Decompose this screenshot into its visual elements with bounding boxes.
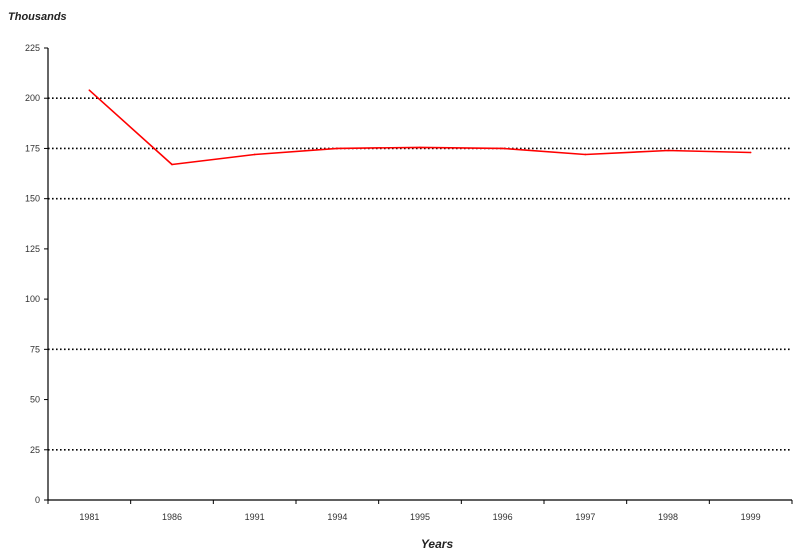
y-tick-label: 225 [25,43,40,53]
x-tick-label: 1991 [245,512,265,522]
data-point [336,147,339,150]
y-tick-label: 150 [25,194,40,204]
data-point [88,89,91,91]
axes [47,48,792,501]
y-tick-label: 75 [30,344,40,354]
y-axis-label: Thousands [8,11,67,23]
series-lines [88,89,752,166]
data-point [419,146,421,149]
y-tick-label: 100 [25,294,40,304]
data-point [749,151,752,154]
y-tick-labels: 0 25 50 75 100 125 150 175 200 225 [25,43,48,505]
y-tick-label: 25 [30,445,40,455]
x-tick-label: 1997 [575,512,595,522]
x-tick-label: 1996 [493,512,513,522]
y-tick-label: 175 [25,143,40,153]
x-axis-label: Years [421,537,454,551]
series-line [88,89,751,166]
y-tick-label: 0 [35,495,40,505]
gridlines [48,97,792,451]
x-tick-label: 1999 [741,512,761,522]
data-point [584,153,587,156]
x-tick-label: 1995 [410,512,430,522]
x-tick-label: 1986 [162,512,182,522]
data-point [253,153,256,156]
x-tick-label: 1998 [658,512,678,522]
data-point [667,149,669,152]
x-tick-labels: 1981 1986 1991 1994 1995 1996 1997 1998 1999 [47,500,793,522]
x-tick-label: 1994 [327,512,347,522]
x-tick-label: 1981 [79,512,99,522]
data-point [501,147,504,150]
y-tick-label: 50 [30,395,40,405]
data-point [171,163,173,166]
y-tick-label: 200 [25,93,40,103]
y-tick-label: 125 [25,244,40,254]
